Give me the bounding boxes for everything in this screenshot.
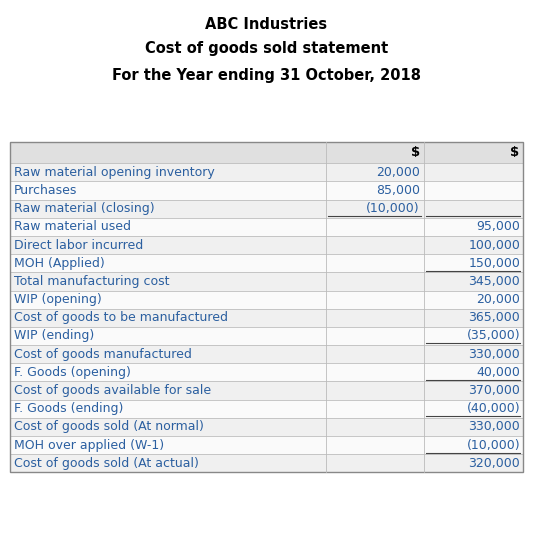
Text: 330,000: 330,000 [469, 348, 520, 361]
FancyBboxPatch shape [10, 142, 523, 163]
Text: 20,000: 20,000 [477, 293, 520, 306]
Text: Total manufacturing cost: Total manufacturing cost [14, 275, 169, 288]
FancyBboxPatch shape [10, 454, 523, 472]
Text: 85,000: 85,000 [376, 184, 420, 197]
Text: Cost of goods to be manufactured: Cost of goods to be manufactured [14, 311, 228, 324]
FancyBboxPatch shape [10, 400, 523, 418]
FancyBboxPatch shape [10, 218, 523, 236]
Text: MOH (Applied): MOH (Applied) [14, 257, 104, 270]
Text: $: $ [411, 146, 420, 159]
FancyBboxPatch shape [10, 309, 523, 327]
Text: $: $ [510, 146, 519, 159]
Text: (10,000): (10,000) [366, 202, 420, 215]
FancyBboxPatch shape [10, 436, 523, 454]
Text: Cost of goods manufactured: Cost of goods manufactured [14, 348, 192, 361]
Text: 40,000: 40,000 [477, 366, 520, 379]
Text: Cost of goods sold (At normal): Cost of goods sold (At normal) [14, 421, 204, 433]
Text: Cost of goods sold statement: Cost of goods sold statement [145, 41, 388, 56]
FancyBboxPatch shape [10, 236, 523, 254]
Text: F. Goods (opening): F. Goods (opening) [14, 366, 131, 379]
Text: 365,000: 365,000 [469, 311, 520, 324]
Text: 345,000: 345,000 [469, 275, 520, 288]
FancyBboxPatch shape [10, 345, 523, 363]
FancyBboxPatch shape [10, 381, 523, 400]
FancyBboxPatch shape [10, 291, 523, 309]
FancyBboxPatch shape [10, 272, 523, 291]
FancyBboxPatch shape [10, 254, 523, 272]
Text: WIP (opening): WIP (opening) [14, 293, 102, 306]
FancyBboxPatch shape [10, 327, 523, 345]
FancyBboxPatch shape [10, 200, 523, 218]
Text: 95,000: 95,000 [477, 220, 520, 233]
Text: (40,000): (40,000) [466, 402, 520, 415]
Text: 320,000: 320,000 [469, 457, 520, 470]
Text: Direct labor incurred: Direct labor incurred [14, 239, 143, 251]
Text: 20,000: 20,000 [376, 166, 420, 179]
Text: Raw material (closing): Raw material (closing) [14, 202, 155, 215]
Text: 370,000: 370,000 [469, 384, 520, 397]
FancyBboxPatch shape [10, 363, 523, 381]
Text: For the Year ending 31 October, 2018: For the Year ending 31 October, 2018 [112, 68, 421, 83]
Text: WIP (ending): WIP (ending) [14, 330, 94, 342]
FancyBboxPatch shape [10, 181, 523, 200]
FancyBboxPatch shape [10, 163, 523, 181]
Text: 330,000: 330,000 [469, 421, 520, 433]
Text: 100,000: 100,000 [469, 239, 520, 251]
Text: MOH over applied (W-1): MOH over applied (W-1) [14, 439, 164, 452]
Text: (10,000): (10,000) [466, 439, 520, 452]
Text: Raw material opening inventory: Raw material opening inventory [14, 166, 215, 179]
Text: (35,000): (35,000) [466, 330, 520, 342]
Text: Cost of goods available for sale: Cost of goods available for sale [14, 384, 211, 397]
Text: Purchases: Purchases [14, 184, 77, 197]
FancyBboxPatch shape [10, 418, 523, 436]
Text: F. Goods (ending): F. Goods (ending) [14, 402, 123, 415]
Text: Cost of goods sold (At actual): Cost of goods sold (At actual) [14, 457, 199, 470]
Text: ABC Industries: ABC Industries [205, 17, 328, 32]
Text: Raw material used: Raw material used [14, 220, 131, 233]
Text: 150,000: 150,000 [469, 257, 520, 270]
